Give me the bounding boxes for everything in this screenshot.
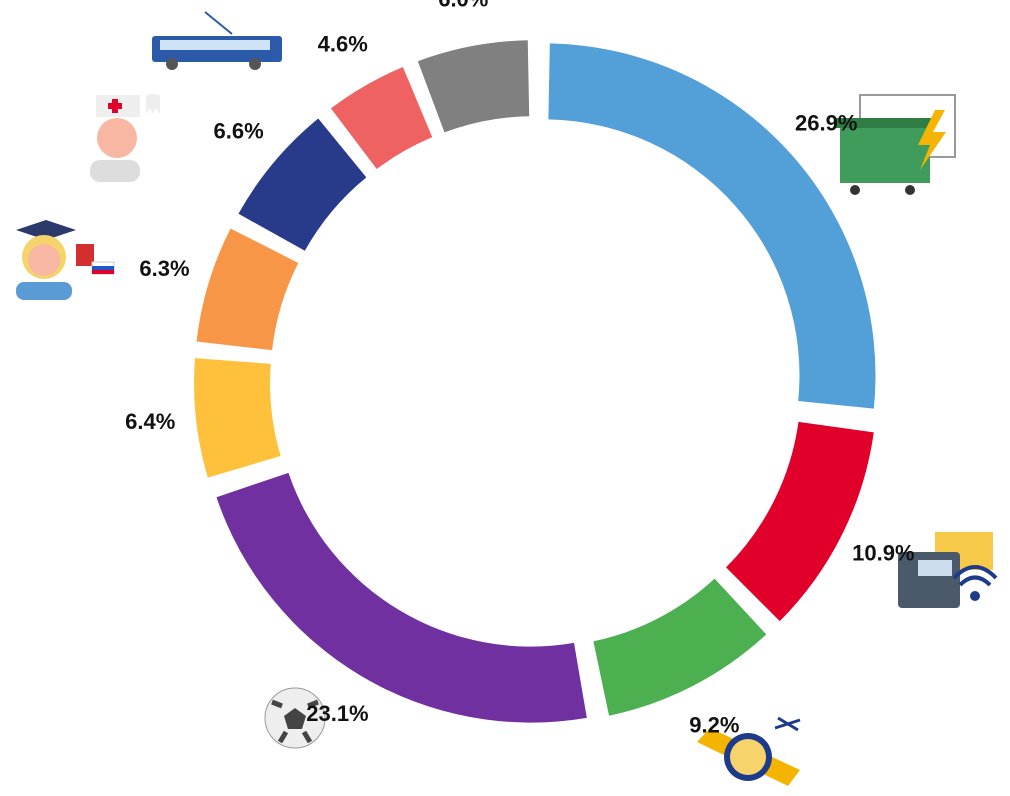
value-label: 6.4% <box>125 409 175 434</box>
value-label: 10.9% <box>852 541 914 566</box>
donut-slice <box>197 228 299 350</box>
donut-slice <box>216 473 586 723</box>
donut-slice <box>194 358 281 477</box>
value-label: 6.6% <box>214 119 264 144</box>
icon-graduate <box>16 220 114 300</box>
donut-slice <box>726 422 874 621</box>
value-label: 23.1% <box>306 701 368 726</box>
value-label: 26.9% <box>795 110 857 135</box>
value-label: 6.3% <box>139 256 189 281</box>
icon-doctor <box>90 94 160 182</box>
donut-slice <box>548 43 875 408</box>
donut-slice <box>593 579 766 716</box>
chart: 26.9% 10.9% 9.2% 23.1% 6.4% 6.3% 6.6% 4.6% 6.0% <box>0 0 1010 796</box>
value-label: 4.6% <box>318 31 368 56</box>
value-label: 6.0% <box>438 0 488 12</box>
icon-trolleybus <box>152 12 282 70</box>
donut-slice <box>418 40 529 132</box>
value-label: 9.2% <box>689 712 739 737</box>
